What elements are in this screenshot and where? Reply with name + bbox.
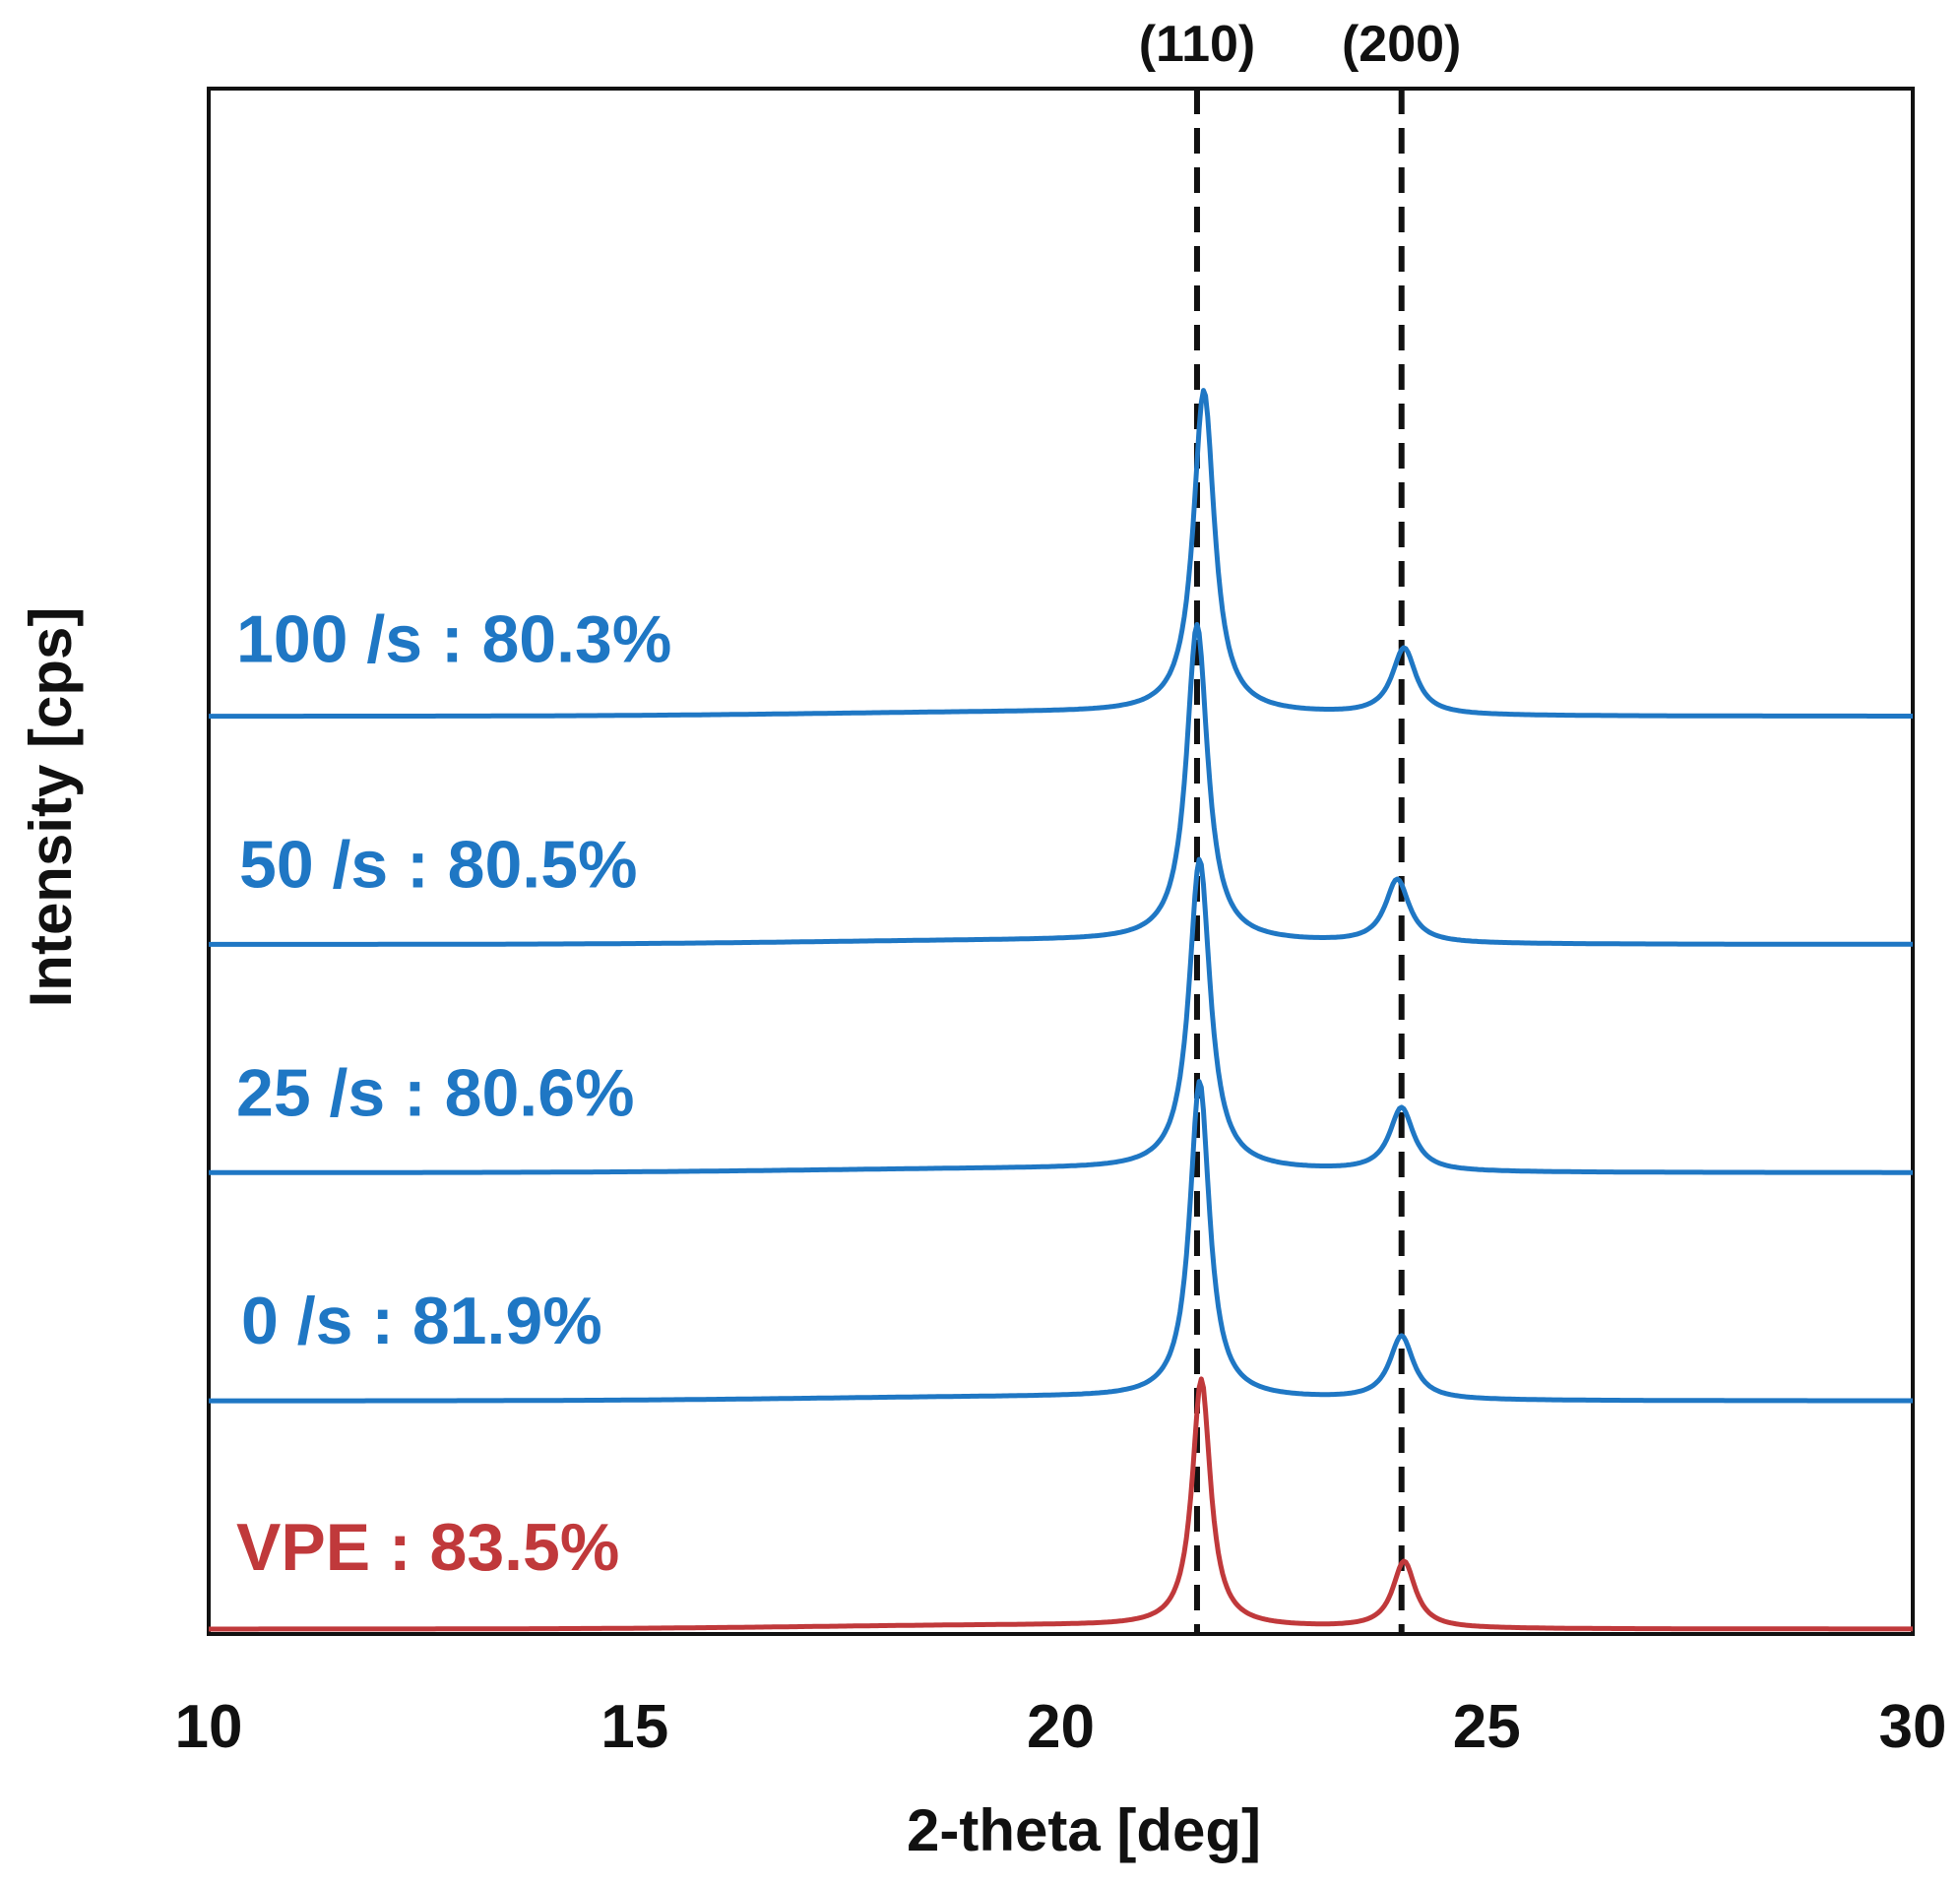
reference-line-label: (110) <box>1139 16 1256 73</box>
series-line <box>208 388 1914 720</box>
x-tick-label: 10 <box>175 1693 243 1761</box>
x-tick-label: 30 <box>1879 1693 1947 1761</box>
series-label: 100 /s : 80.3% <box>236 602 671 677</box>
series-line <box>208 621 1914 947</box>
series-line <box>208 1079 1914 1404</box>
plot-frame <box>207 87 1915 1636</box>
series-line <box>208 1376 1914 1632</box>
series-line <box>208 856 1914 1175</box>
reference-line-label: (200) <box>1342 16 1461 73</box>
x-tick-label: 15 <box>601 1693 668 1761</box>
series-label: VPE : 83.5% <box>236 1510 619 1585</box>
series-label: 50 /s : 80.5% <box>239 827 637 902</box>
x-tick-label: 20 <box>1027 1693 1095 1761</box>
x-tick-label: 25 <box>1453 1693 1521 1761</box>
series-label: 25 /s : 80.6% <box>236 1055 634 1130</box>
y-axis-label: Intensity [cps] <box>18 607 84 1008</box>
x-axis-label: 2-theta [deg] <box>907 1797 1261 1863</box>
series-label: 0 /s : 81.9% <box>241 1284 602 1358</box>
